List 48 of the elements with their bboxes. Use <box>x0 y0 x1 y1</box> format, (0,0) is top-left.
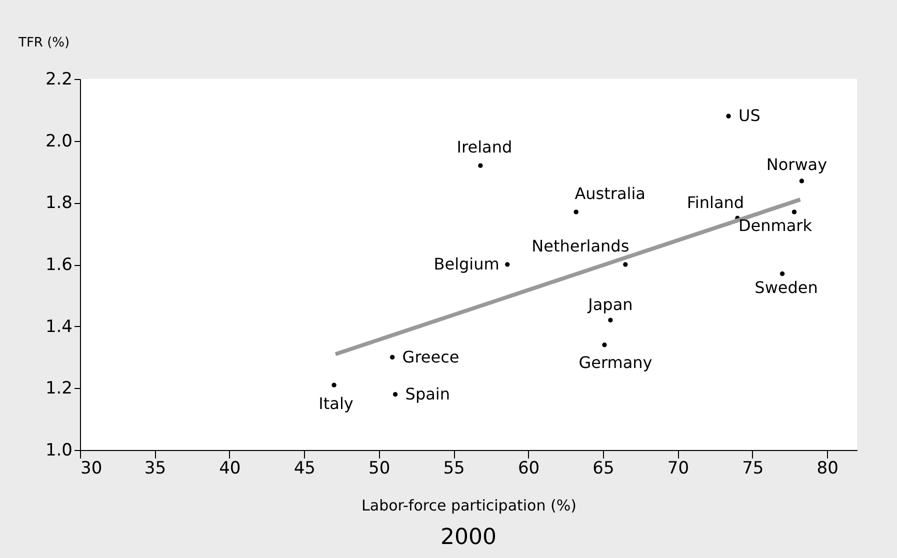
x-tick-label: 30 <box>80 458 102 478</box>
x-tick-label: 55 <box>443 458 465 478</box>
y-tick-label: 1.8 <box>45 193 72 214</box>
point <box>799 178 804 184</box>
annotation: Denmark <box>738 216 813 235</box>
x-axis-title: Labor-force participation (%) <box>362 496 576 514</box>
point <box>478 163 483 168</box>
annotation: Japan <box>587 295 633 314</box>
x-tick-label: 75 <box>742 458 764 478</box>
point <box>574 210 578 214</box>
y-tick-label: 1.2 <box>45 378 72 399</box>
annotation: Spain <box>405 384 450 404</box>
y-tick-label: 1.6 <box>45 255 72 275</box>
text: 2000 <box>440 525 496 550</box>
annotation: US <box>738 106 760 126</box>
point <box>608 318 613 322</box>
x-tick-label: 65 <box>592 458 614 478</box>
point <box>392 392 398 397</box>
x-tick-label: 80 <box>816 458 838 478</box>
x-tick-label: 35 <box>144 458 166 478</box>
point <box>726 114 731 118</box>
annotation: Sweden <box>754 278 818 297</box>
annotation: Belgium <box>434 254 500 274</box>
point <box>332 382 336 388</box>
annotation: Netherlands <box>532 236 630 256</box>
point <box>780 271 785 276</box>
point <box>390 354 395 360</box>
y-tick-label: 1.4 <box>45 316 72 337</box>
x-tick-label: 45 <box>294 458 316 478</box>
y-tick-label: 1.0 <box>45 440 72 460</box>
point <box>602 342 607 348</box>
x-tick-label: 70 <box>667 458 690 478</box>
y-tick-label: 2.0 <box>45 131 72 152</box>
point <box>792 210 797 214</box>
annotation: Greece <box>402 347 460 366</box>
annotation: Germany <box>578 352 652 372</box>
x-tick-label: 40 <box>219 458 241 478</box>
x-tick-label: 60 <box>518 458 540 478</box>
y-axis-title: TFR (%) <box>18 36 70 50</box>
annotation: Ireland <box>456 138 512 157</box>
x-tick-label: 50 <box>368 458 390 478</box>
point <box>505 262 510 267</box>
annotation: Italy <box>318 394 354 414</box>
annotation: Norway <box>766 155 828 174</box>
annotation: Finland <box>686 193 744 212</box>
y-tick-label: 2.2 <box>45 70 72 90</box>
point <box>623 262 628 267</box>
annotation: Australia <box>574 184 646 203</box>
